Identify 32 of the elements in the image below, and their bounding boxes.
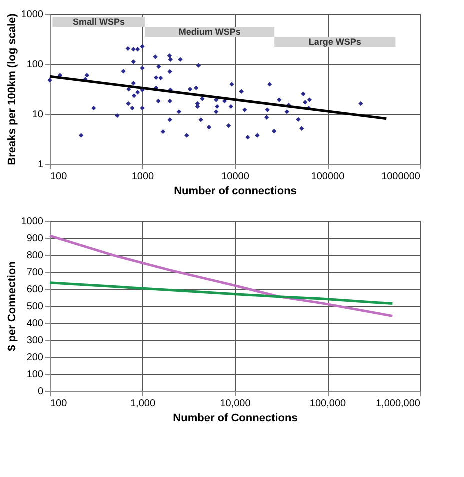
x-tick-label: 100,000 xyxy=(310,398,347,410)
x-tick-label: 1000 xyxy=(132,172,155,182)
y-tick-label: 100 xyxy=(26,60,44,70)
y-tick-label: 0 xyxy=(38,386,44,398)
x-tick-label: 1000000 xyxy=(382,172,421,182)
y-tick-label: 10 xyxy=(32,110,44,120)
x-axis-title: Number of connections xyxy=(174,186,297,198)
band-label: Medium WSPs xyxy=(178,27,241,37)
y-tick-label: 100 xyxy=(26,370,44,380)
y-tick-label: 700 xyxy=(26,268,44,278)
y-tick-label: 800 xyxy=(26,250,44,262)
y-tick-label: 500 xyxy=(26,302,44,312)
y-tick-label: 900 xyxy=(26,234,44,244)
y-tick-label: 200 xyxy=(26,352,44,364)
x-tick-label: 100 xyxy=(50,172,68,182)
y-tick-label: 1000 xyxy=(21,216,44,228)
band-label: Large WSPs xyxy=(308,37,362,47)
band-label: Small WSPs xyxy=(72,17,125,27)
x-axis-title: Number of Connections xyxy=(173,412,298,424)
x-tick-label: 100000 xyxy=(311,172,346,182)
y-tick-label: 1 xyxy=(38,160,44,170)
x-tick-label: 10000 xyxy=(222,172,250,182)
y-tick-label: 400 xyxy=(26,318,44,330)
y-tick-label: 1000 xyxy=(21,10,44,20)
x-tick-label: 1,000,000 xyxy=(376,398,421,410)
x-tick-label: 1,000 xyxy=(130,398,156,410)
y-tick-label: 300 xyxy=(26,336,44,346)
y-tick-label: 600 xyxy=(26,284,44,296)
x-tick-label: 10,000 xyxy=(220,398,252,410)
y-axis-title: Breaks per 100km (log scale) xyxy=(6,13,18,166)
x-tick-label: 100 xyxy=(50,398,68,410)
y-axis-title: $ per Connection xyxy=(6,261,18,352)
